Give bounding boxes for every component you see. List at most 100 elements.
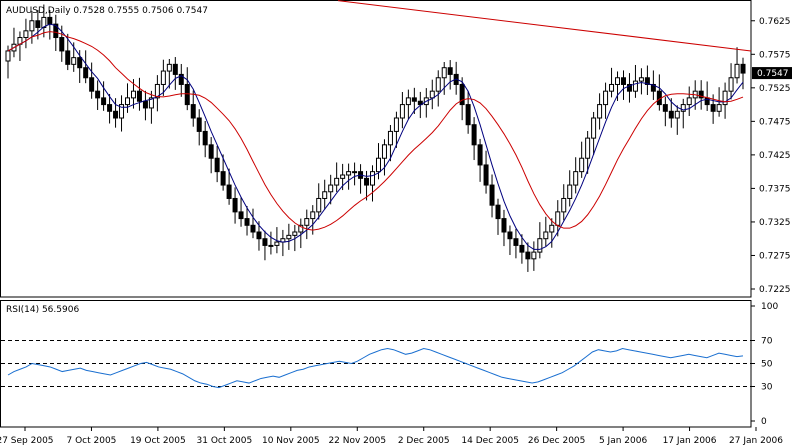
candle-body: [573, 171, 579, 186]
candle-body: [465, 104, 471, 126]
candle-body: [375, 157, 381, 173]
candle-body: [543, 231, 549, 240]
candle-body: [53, 23, 59, 39]
candle-body: [214, 157, 220, 173]
date-axis-label: 31 Oct 2005: [197, 436, 253, 446]
candle-body: [650, 83, 656, 92]
date-axis-label: 17 Jan 2006: [663, 436, 717, 446]
candle-body: [83, 67, 89, 79]
candle-body: [77, 57, 83, 69]
candle-body: [29, 20, 35, 32]
rsi-panel: RSI(14) 56.5906 100 70 50 30 0: [0, 300, 778, 428]
candle-body: [148, 97, 154, 109]
candle-body: [113, 110, 119, 119]
candle-body: [232, 197, 238, 213]
candle-body: [483, 164, 489, 186]
candle-body: [286, 234, 292, 240]
rsi-level-lines: [1, 340, 751, 387]
price-axis-label: 0.7425: [759, 151, 791, 161]
rsi-axis: 100 70 50 30 0: [751, 302, 778, 427]
price-axis-label: 0.7375: [759, 184, 791, 194]
candle-body: [411, 97, 417, 102]
candle-body: [638, 77, 644, 82]
candle-body: [555, 211, 561, 226]
candle-body: [262, 238, 268, 246]
date-axis-label: 26 Dec 2005: [528, 436, 586, 446]
candle-body: [537, 238, 543, 253]
candle-body: [525, 251, 531, 260]
candle-body: [447, 67, 453, 75]
candle-body: [196, 117, 202, 132]
candle-body: [405, 97, 411, 106]
candle-body: [561, 197, 567, 213]
candle-body: [579, 157, 585, 173]
candle-body: [71, 57, 77, 65]
candle-body: [292, 231, 298, 236]
candle-body: [172, 63, 178, 75]
rsi-panel-title: RSI(14) 56.5906: [6, 305, 79, 315]
date-axis-label: 22 Nov 2005: [328, 436, 386, 446]
candle-body: [370, 171, 376, 186]
candle-body: [274, 241, 280, 246]
candle-body: [268, 244, 274, 247]
candle-body: [680, 104, 686, 112]
candle-body: [101, 97, 107, 106]
candle-body: [722, 90, 728, 106]
candle-body: [615, 77, 621, 85]
candle-body: [23, 30, 29, 39]
candle-body: [632, 80, 638, 92]
candle-body: [710, 104, 716, 112]
last-price-box: [752, 67, 792, 80]
candle-body: [310, 211, 316, 220]
candle-body: [328, 184, 334, 193]
candle-body: [507, 231, 513, 240]
candle-body: [591, 117, 597, 139]
fast-moving-average-line: [7, 23, 744, 250]
rsi-axis-label: 70: [761, 337, 773, 347]
date-axis-label: 27 Jan 2006: [729, 436, 783, 446]
price-axis-label: 0.7275: [759, 251, 791, 261]
candle-body: [107, 104, 113, 112]
candle-body: [316, 197, 322, 213]
price-axis-label: 0.7225: [759, 285, 791, 295]
candle-body: [686, 97, 692, 106]
rsi-axis-label: 100: [761, 302, 778, 312]
candle-body: [609, 83, 615, 92]
resistance-trendline: [337, 0, 752, 52]
price-axis-label: 0.7625: [759, 17, 791, 27]
price-panel-frame: [0, 0, 752, 298]
candle-body: [154, 83, 160, 99]
candle-body: [202, 130, 208, 146]
candle-body: [740, 63, 746, 74]
candle-body: [674, 110, 680, 119]
candle-body: [387, 130, 393, 146]
date-axis-label: 7 Oct 2005: [66, 436, 116, 446]
candle-body: [626, 83, 632, 92]
date-axis: 27 Sep 2005 7 Oct 2005 19 Oct 2005 31 Oct 2…: [0, 427, 783, 446]
candle-body: [728, 77, 734, 92]
rsi-axis-label: 0: [761, 417, 767, 427]
candle-body: [393, 117, 399, 132]
candle-body: [662, 104, 668, 112]
candle-body: [381, 144, 387, 159]
candle-body: [89, 77, 95, 92]
candle-body: [166, 63, 172, 72]
candle-body: [459, 83, 465, 106]
candle-body: [250, 224, 256, 233]
price-axis-label: 0.7475: [759, 117, 791, 127]
candle-body: [256, 231, 262, 240]
candle-body: [477, 144, 483, 166]
candle-body: [178, 73, 184, 85]
candle-body: [184, 83, 190, 106]
candle-body: [603, 90, 609, 106]
candle-body: [298, 224, 304, 233]
candle-body: [364, 177, 370, 186]
rsi-line: [7, 348, 744, 389]
candle-body: [35, 20, 41, 28]
price-panel: AUDUSD,Daily 0.7528 0.7555 0.7506 0.7547…: [0, 0, 792, 298]
candle-body: [429, 90, 435, 99]
candle-body: [597, 104, 603, 119]
price-axis-label: 0.7575: [759, 50, 791, 60]
price-axis: 0.7625 0.7575 0.7525 0.7475 0.7425 0.7375 0.73…: [751, 17, 791, 295]
